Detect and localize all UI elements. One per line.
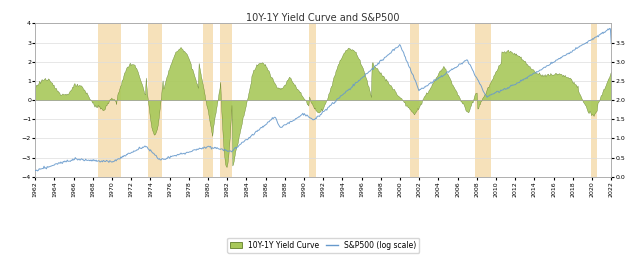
Legend: 10Y-1Y Yield Curve, S&P500 (log scale): 10Y-1Y Yield Curve, S&P500 (log scale) — [227, 238, 419, 253]
Bar — [204, 23, 213, 177]
Bar — [220, 23, 232, 177]
Title: 10Y-1Y Yield Curve and S&P500: 10Y-1Y Yield Curve and S&P500 — [246, 13, 400, 23]
Bar — [148, 23, 163, 177]
Bar — [591, 23, 596, 177]
Bar — [475, 23, 491, 177]
Bar — [410, 23, 419, 177]
Bar — [308, 23, 316, 177]
Bar — [97, 23, 120, 177]
